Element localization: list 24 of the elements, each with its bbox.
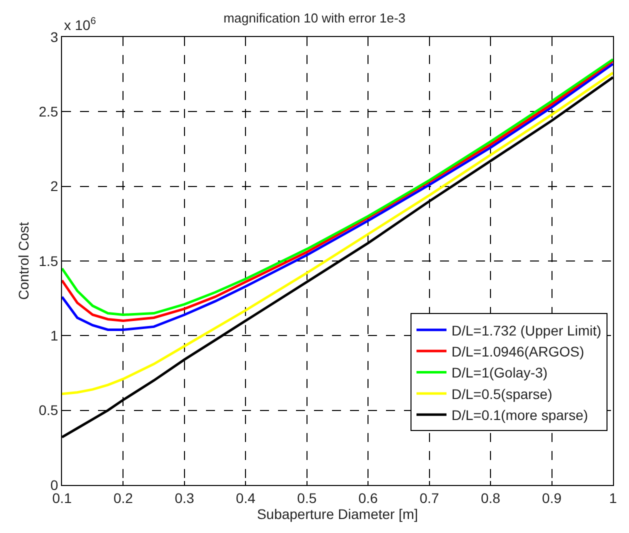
y-tick-label: 1.5 xyxy=(38,252,58,269)
legend-label: D/L=0.5(sparse) xyxy=(451,386,552,402)
x-tick-label: 0.2 xyxy=(113,490,134,506)
chart-title: magnification 10 with error 1e-3 xyxy=(223,10,406,26)
x-tick-label: 0.8 xyxy=(480,490,500,506)
x-tick-label: 0.4 xyxy=(236,490,256,506)
x-tick-label: 1 xyxy=(609,490,618,506)
y-tick-label: 2.5 xyxy=(38,104,58,120)
text: x 10$^{6}$ xyxy=(64,16,96,33)
y-tick-label: 0.5 xyxy=(38,402,58,418)
x-tick-label: 0.9 xyxy=(542,490,562,506)
legend-label: D/L=0.1(more sparse) xyxy=(451,407,588,424)
y-tick-label: 1 xyxy=(50,328,58,344)
x-tick-label: 0.5 xyxy=(297,490,317,506)
y-tick-label: 3 xyxy=(50,28,58,45)
y-axis-title: Control Cost xyxy=(15,222,32,300)
legend-label: D/L=1(Golay-3) xyxy=(451,364,548,381)
x-tick-label: 0.7 xyxy=(420,490,440,506)
y-tick-label: 2 xyxy=(50,178,58,194)
legend-label: D/L=1.732 (Upper Limit) xyxy=(451,322,602,338)
x-axis-title: Subaperture Diameter [m] xyxy=(256,506,418,522)
legend-label: D/L=1.0946(ARGOS) xyxy=(451,344,584,360)
x-tick-label: 0.6 xyxy=(358,490,378,506)
x-tick-label: 0.3 xyxy=(174,490,194,506)
